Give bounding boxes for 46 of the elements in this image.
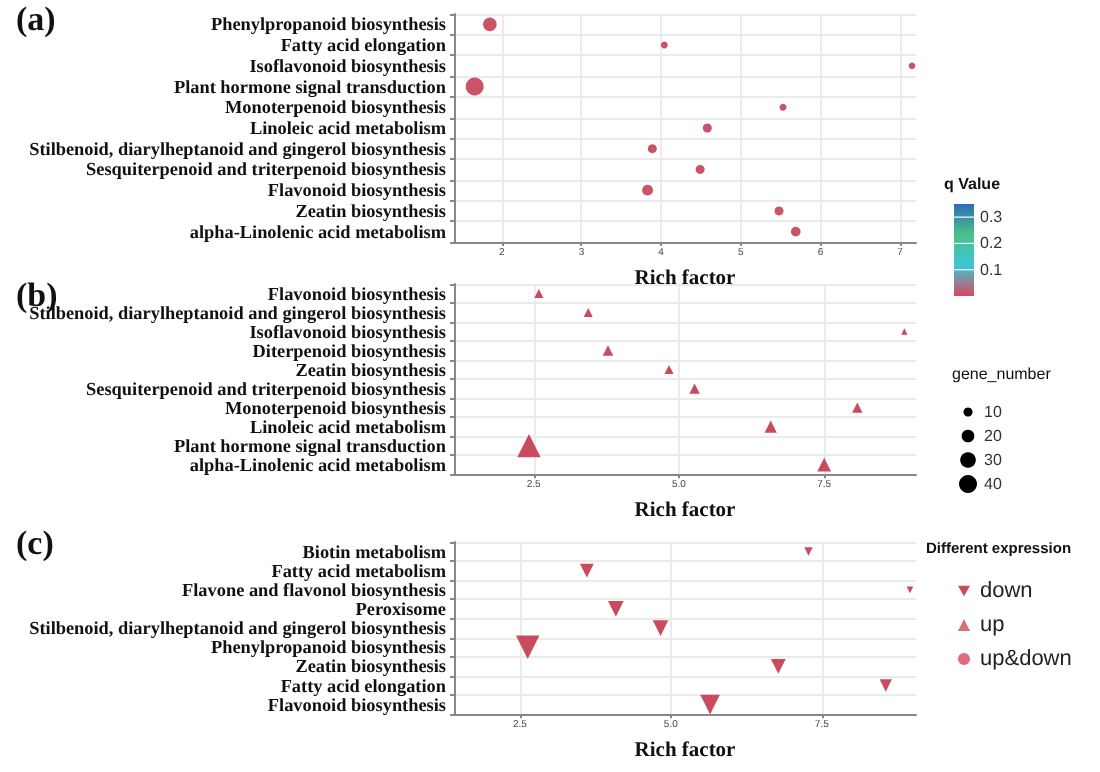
y-tick-label: Fatty acid metabolism: [271, 560, 447, 581]
x-axis-title: Rich factor: [634, 267, 737, 290]
y-tick-label: Biotin metabolism: [302, 541, 447, 562]
y-tick-label: Monoterpenoid biosynthesis: [224, 397, 447, 418]
y-tick-label: Diterpenoid biosynthesis: [252, 340, 447, 361]
x-axis-title: Rich factor: [634, 500, 737, 522]
legend-label: down: [980, 579, 1033, 603]
color-bar-title: q Value: [944, 175, 1002, 193]
y-tick-label: Fatty acid elongation: [280, 675, 446, 698]
y-tick-label: Fatty acid elongation: [280, 35, 446, 58]
legend-label: 10: [984, 403, 1003, 421]
y-tick-label: Stilbenoid, diarylheptanoid and gingerol biosynthesis: [29, 618, 447, 641]
color-bar-label: 0.2: [980, 234, 1004, 253]
y-tick-label: alpha-Linolenic acid metabolism: [189, 454, 447, 475]
y-tick-label: Flavonoid biosynthesis: [267, 694, 447, 715]
y-tick-label: Plant hormone signal transduction: [173, 435, 446, 458]
y-tick-label: Zeatin biosynthesis: [295, 200, 447, 221]
y-tick-label: Isoflavonoid biosynthesis: [249, 321, 447, 342]
y-tick-label: alpha-Linolenic acid metabolism: [189, 221, 447, 242]
text: (c): [16, 524, 54, 562]
text: (a): [16, 0, 56, 38]
y-tick-label: Zeatin biosynthesis: [295, 656, 447, 677]
legend-title: gene_number: [952, 365, 1052, 383]
y-tick-label: Linoleic acid metabolism: [250, 118, 447, 138]
y-tick-label: Flavone and flavonol biosynthesis: [182, 579, 447, 600]
color-bar-label: 0.3: [980, 208, 1004, 227]
color-bar-label: 0.1: [980, 260, 1004, 279]
y-tick-label: Flavonoid biosynthesis: [267, 283, 447, 304]
legend-label: 30: [984, 451, 1003, 469]
y-tick-label: Sesquiterpenoid and triterpenoid biosynthesis: [86, 378, 447, 399]
x-axis-title: Rich factor: [634, 740, 737, 762]
y-tick-label: Phenylpropanoid biosynthesis: [210, 14, 447, 35]
y-tick-label: Linoleic acid metabolism: [250, 416, 447, 437]
y-tick-label: Monoterpenoid biosynthesis: [224, 97, 447, 118]
y-tick-label: Phenylpropanoid biosynthesis: [210, 637, 447, 658]
legend-label: 20: [984, 427, 1003, 445]
y-tick-label: Sesquiterpenoid and triterpenoid biosynthesis: [86, 159, 447, 180]
y-tick-label: Peroxisome: [355, 598, 446, 619]
text: up: [980, 613, 1005, 637]
legend-label: 40: [984, 475, 1003, 493]
y-tick-label: Isoflavonoid biosynthesis: [249, 55, 447, 76]
text: up&down: [980, 647, 1072, 671]
y-tick-label: Stilbenoid, diarylheptanoid and gingerol biosynthesis: [29, 138, 447, 161]
y-tick-label: Zeatin biosynthesis: [295, 359, 447, 380]
y-tick-label: Plant hormone signal transduction: [173, 76, 446, 99]
y-tick-label: Flavonoid biosynthesis: [267, 180, 447, 201]
